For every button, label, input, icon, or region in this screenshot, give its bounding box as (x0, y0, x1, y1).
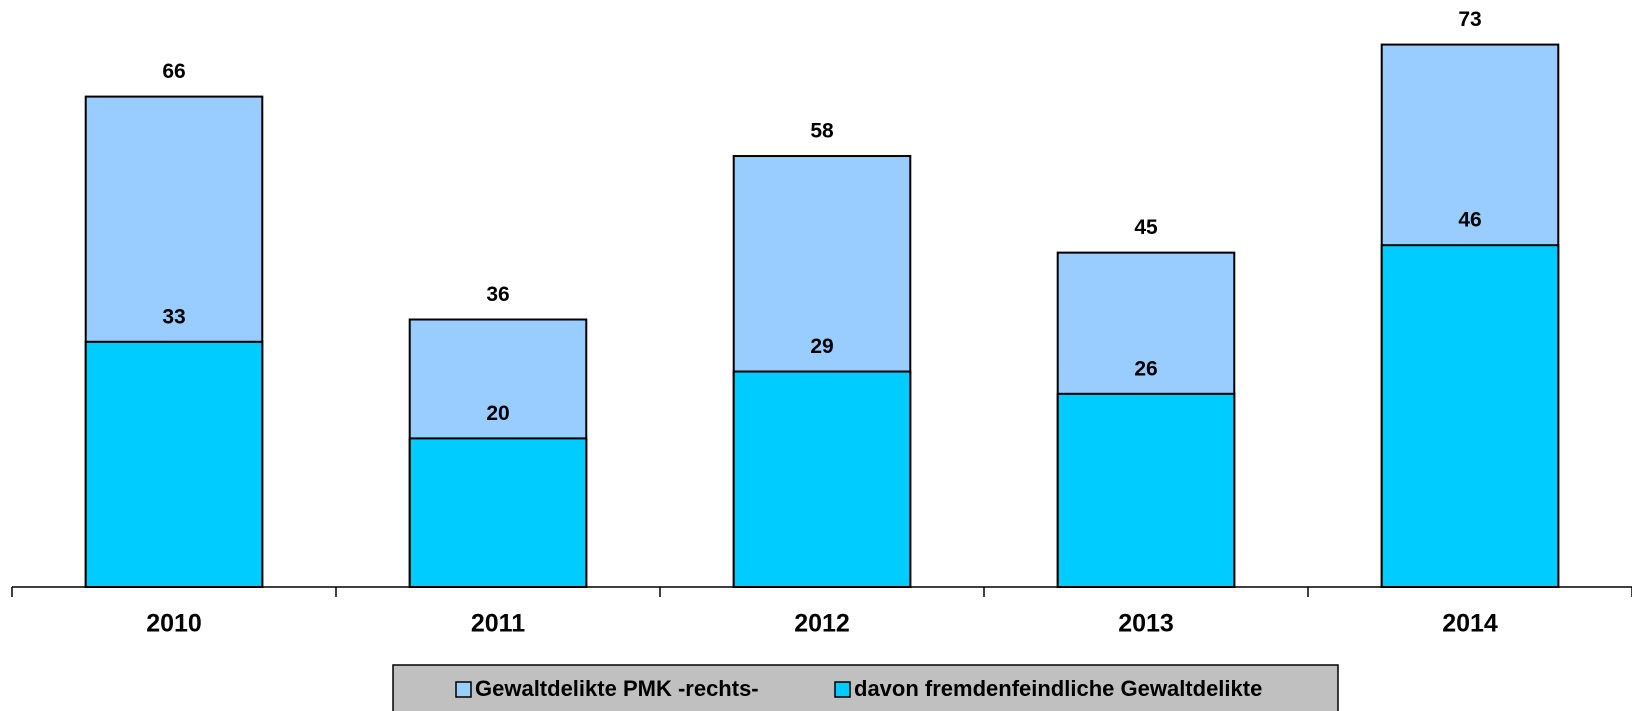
data-label: 36 (486, 283, 509, 306)
x-tick-label: 2012 (794, 610, 850, 638)
data-label: 58 (810, 120, 834, 143)
x-tick-label: 2010 (146, 610, 202, 638)
x-tick-label: 2014 (1442, 610, 1498, 638)
x-tick-label: 2011 (471, 610, 525, 638)
bar (732, 370, 912, 588)
x-tick-label: 2013 (1118, 610, 1174, 638)
bar (84, 340, 264, 588)
legend-label: Gewaltdelikte PMK -rechts- (475, 676, 759, 701)
legend-box (392, 664, 1339, 711)
data-label: 46 (1458, 209, 1481, 232)
data-label: 26 (1134, 357, 1157, 380)
bar (408, 437, 588, 588)
bar (1380, 244, 1560, 588)
legend-label: davon fremdenfeindliche Gewaltdelikte (854, 676, 1262, 701)
legend-swatch (455, 681, 472, 698)
data-label: 45 (1134, 216, 1158, 239)
data-label: 66 (162, 60, 185, 83)
bar (1056, 392, 1236, 588)
data-label: 33 (162, 305, 185, 328)
legend-swatch (834, 681, 851, 698)
data-label: 73 (1458, 8, 1481, 31)
data-label: 20 (486, 402, 509, 425)
data-label: 29 (810, 335, 833, 358)
